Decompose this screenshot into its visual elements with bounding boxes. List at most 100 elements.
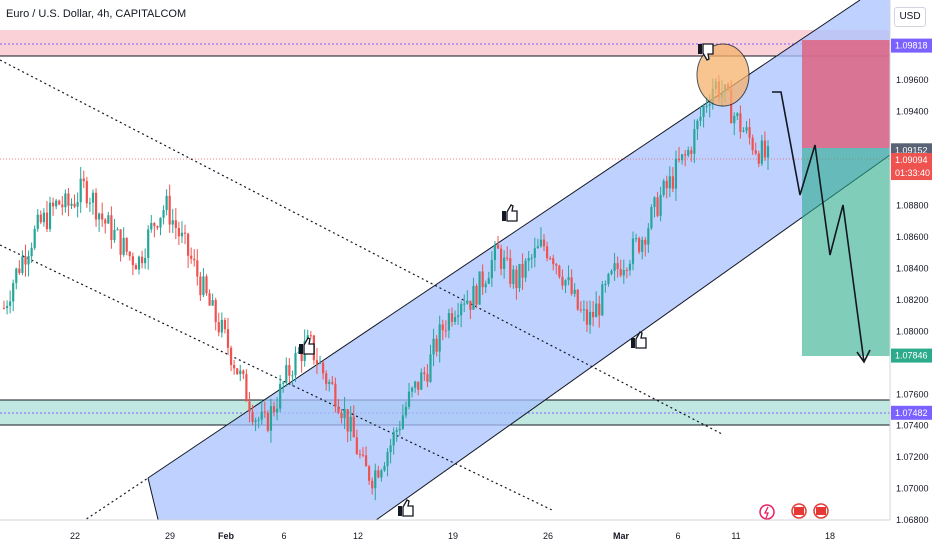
- candle-body: [343, 409, 346, 419]
- candle-body: [291, 375, 294, 377]
- projection-arrowhead-icon: [856, 349, 871, 364]
- candle-body: [570, 277, 573, 294]
- candle-body: [677, 158, 681, 161]
- candle-body: [165, 195, 168, 211]
- candle-body: [386, 452, 389, 467]
- candle-body: [199, 276, 202, 296]
- time-tick-label: 19: [448, 531, 458, 541]
- candle-body: [272, 406, 276, 413]
- candle-body: [579, 309, 582, 311]
- candle-body: [542, 239, 546, 247]
- candle-body: [530, 257, 533, 259]
- candle-body: [429, 354, 432, 382]
- time-axis[interactable]: 22 29 Feb 6 12 19 26 Mar 6 11 18: [70, 531, 835, 541]
- candle-body: [70, 203, 73, 206]
- candle-body: [499, 248, 503, 269]
- candle-body: [766, 146, 770, 158]
- candle-body: [552, 258, 555, 265]
- candle-body: [245, 374, 248, 402]
- candle-body: [638, 238, 641, 252]
- price-axis[interactable]: 1.09600 1.09400 1.08800 1.08600 1.08400 1.082…: [896, 75, 929, 525]
- projected-path[interactable]: [772, 91, 865, 363]
- candle-body: [150, 223, 153, 230]
- candle-body: [94, 192, 98, 220]
- candle-body: [745, 127, 748, 131]
- candle-body: [325, 373, 328, 385]
- candle-body: [674, 158, 678, 189]
- time-tick-label: 6: [675, 531, 680, 541]
- candle-body: [622, 269, 625, 276]
- candle-body: [45, 212, 49, 230]
- svg-text:01:33:40: 01:33:40: [895, 168, 930, 178]
- candle-body: [91, 192, 95, 203]
- rising-channel[interactable]: [148, 0, 890, 540]
- currency-button[interactable]: USD: [894, 7, 926, 27]
- price-tag-current: 1.09094: [891, 153, 932, 168]
- candle-body: [453, 317, 457, 322]
- time-tick-label: 11: [731, 531, 740, 541]
- candle-body: [441, 324, 444, 331]
- candle-body: [282, 382, 285, 384]
- candle-body: [257, 419, 260, 421]
- time-tick-label: 6: [281, 531, 286, 541]
- candle-body: [355, 437, 358, 455]
- candle-body: [358, 454, 362, 456]
- stop-loss-box[interactable]: [802, 40, 890, 148]
- candle-body: [680, 154, 684, 161]
- candle-body: [398, 428, 401, 431]
- candle-body: [147, 229, 150, 258]
- candle-body: [475, 285, 478, 305]
- candle-body: [509, 258, 512, 284]
- candlestick-series: [2, 75, 770, 501]
- candle-body: [466, 300, 469, 304]
- lightning-event-icon[interactable]: [759, 504, 775, 520]
- candle-body: [420, 372, 423, 390]
- candle-body: [380, 470, 383, 478]
- time-tick-label: 18: [825, 531, 835, 541]
- candle-body: [140, 256, 144, 264]
- candle-body: [269, 406, 273, 431]
- candle-body: [64, 193, 67, 208]
- candle-body: [690, 150, 693, 154]
- candle-body: [582, 309, 586, 311]
- candle-body: [239, 370, 242, 375]
- candle-body: [469, 300, 472, 310]
- candle-body: [555, 264, 558, 266]
- candle-body: [656, 197, 659, 216]
- candle-body: [423, 372, 426, 375]
- candle-body: [407, 391, 411, 407]
- candle-body: [266, 412, 269, 431]
- candle-body: [128, 251, 131, 257]
- candle-body: [659, 194, 662, 216]
- resistance-zone: [0, 30, 890, 56]
- candle-body: [279, 383, 282, 409]
- svg-text:1.09094: 1.09094: [895, 155, 928, 165]
- candle-body: [607, 273, 610, 285]
- take-profit-box[interactable]: [802, 148, 890, 356]
- thumbs-up-icon: [398, 499, 414, 517]
- price-tick-label: 1.08000: [896, 326, 929, 336]
- reversal-highlight-circle[interactable]: [696, 43, 750, 107]
- candle-body: [662, 180, 665, 195]
- candle-body: [211, 300, 214, 306]
- candle-body: [687, 150, 690, 156]
- candle-body: [79, 178, 82, 203]
- candle-body: [119, 229, 122, 255]
- candle-body: [73, 203, 76, 207]
- candle-body: [125, 237, 128, 252]
- candle-body: [220, 319, 223, 333]
- candle-body: [254, 420, 257, 422]
- price-tick-label: 1.07600: [896, 389, 929, 399]
- candle-body: [202, 276, 205, 296]
- candle-body: [757, 153, 760, 164]
- candle-body: [328, 382, 331, 385]
- candle-body: [260, 411, 263, 420]
- candle-body: [242, 370, 245, 375]
- price-tick-label: 1.06800: [896, 515, 929, 525]
- candle-body: [383, 466, 386, 471]
- candle-body: [576, 289, 579, 310]
- candle-body: [12, 283, 15, 302]
- candle-body: [564, 280, 567, 286]
- candle-body: [76, 202, 79, 207]
